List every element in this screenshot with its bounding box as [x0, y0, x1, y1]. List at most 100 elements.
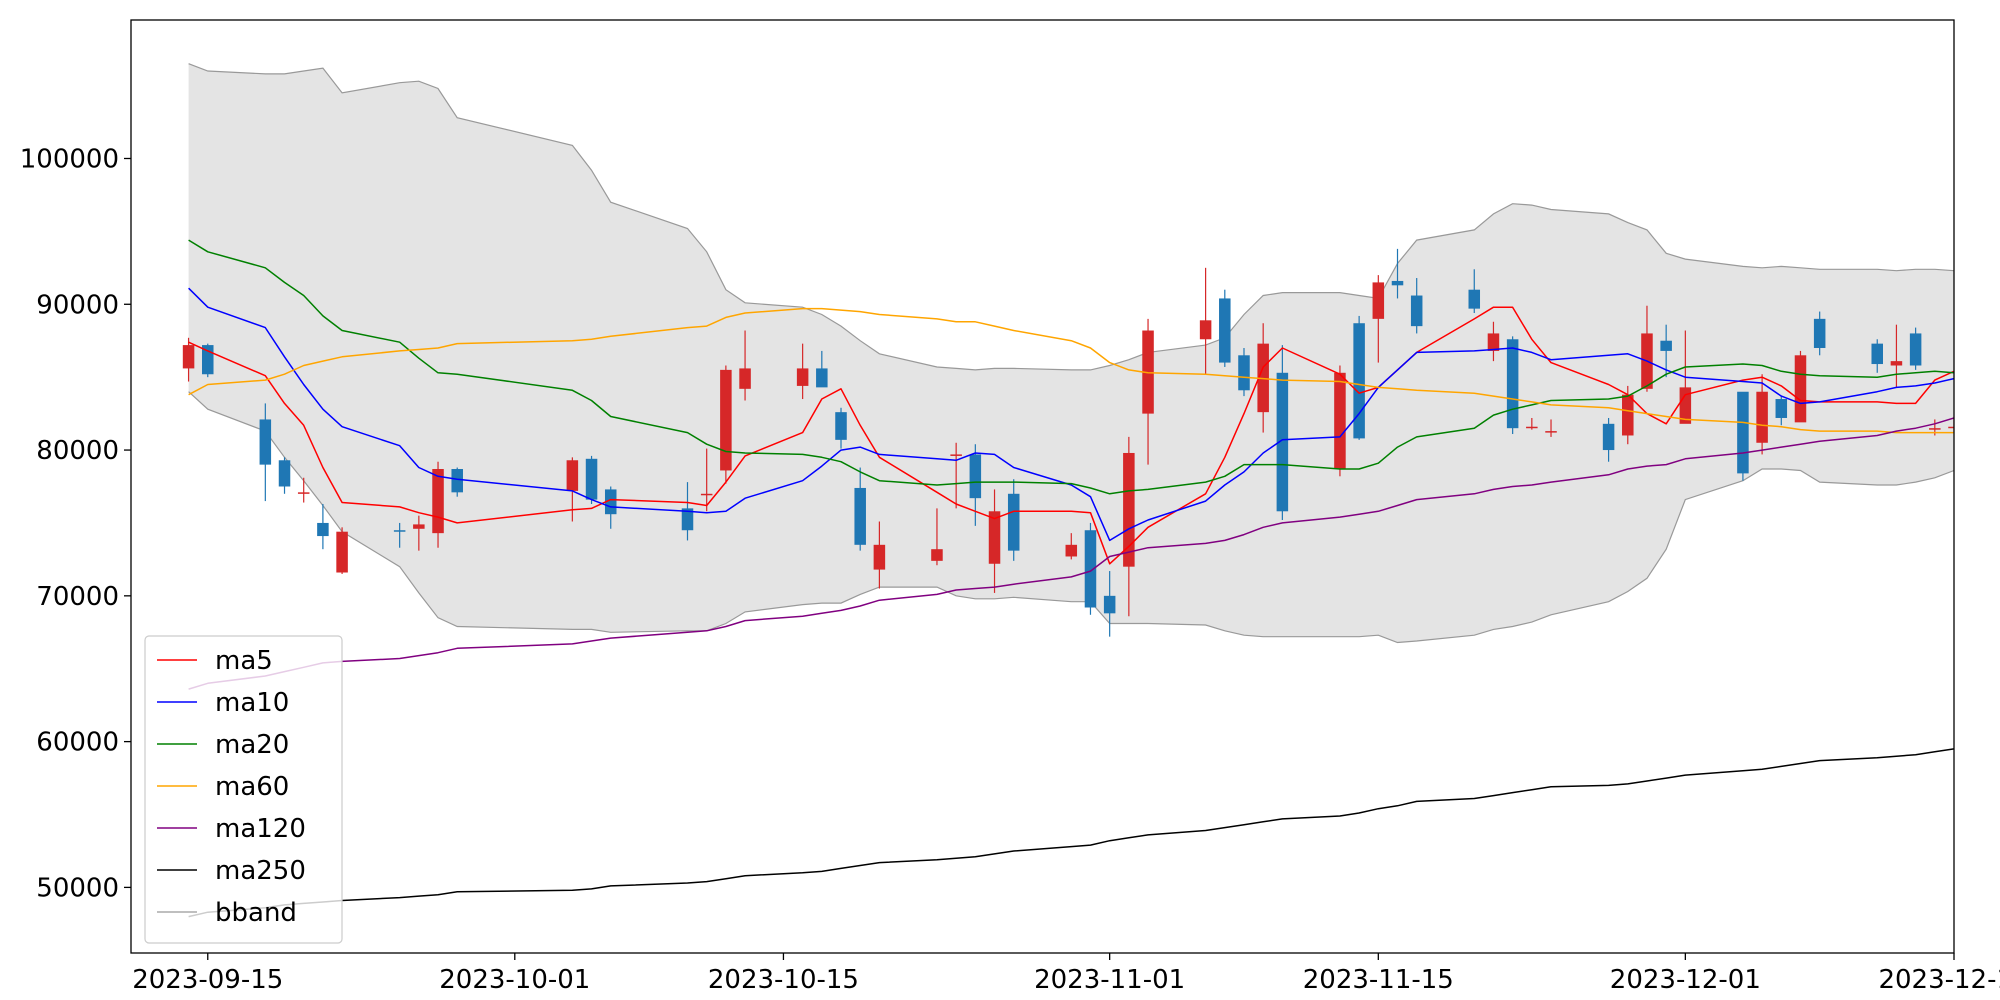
candle [317, 503, 329, 550]
candle-body [202, 345, 214, 375]
candle-body [1468, 289, 1481, 309]
legend-box [144, 635, 343, 944]
candle [1775, 396, 1788, 426]
candle-body [739, 368, 751, 389]
candle-body [1199, 320, 1212, 340]
candle-body [1103, 595, 1116, 614]
bband-fill [188, 63, 1954, 643]
legend-item-bband: bband [157, 898, 297, 928]
candle-body [1219, 298, 1231, 363]
candle-body [1391, 280, 1404, 286]
candle-body [1909, 333, 1922, 366]
candle [1372, 275, 1385, 363]
candle [1794, 350, 1807, 423]
candle [1660, 324, 1672, 378]
legend-label-ma5: ma5 [215, 646, 273, 676]
candle [1756, 374, 1768, 455]
candle [1276, 345, 1289, 521]
candle [835, 407, 847, 449]
x-tick-label: 2023-11-01 [1034, 965, 1185, 995]
candle [1679, 330, 1692, 424]
candle-body [1794, 355, 1807, 423]
candle [1007, 479, 1020, 561]
x-tick-label: 2023-12-01 [1610, 965, 1761, 995]
candle [1737, 391, 1749, 481]
candle-body [988, 511, 1001, 564]
candle-body [336, 531, 348, 573]
legend-item-ma250: ma250 [157, 856, 306, 886]
candle-body [720, 369, 732, 471]
legend-label-ma10: ma10 [215, 688, 289, 718]
candle-body [1929, 428, 1941, 430]
candle-body [1007, 493, 1020, 551]
candle [393, 522, 406, 548]
legend-item-ma60: ma60 [157, 772, 289, 802]
candle-body [182, 345, 195, 369]
candle-body [1123, 452, 1135, 567]
candle [1909, 327, 1922, 370]
candle-body [1084, 530, 1097, 608]
plot-frame [130, 19, 1955, 954]
candle [969, 444, 982, 526]
ma60-line [188, 307, 1954, 434]
legend-item-ma120: ma120 [157, 814, 306, 844]
candle [720, 365, 732, 484]
candle-body [931, 549, 943, 561]
candle-body [604, 489, 617, 515]
candle [1123, 436, 1135, 617]
candle [1219, 289, 1231, 367]
candle [950, 442, 962, 509]
candle-body [1410, 295, 1423, 327]
candle-body [1065, 544, 1078, 557]
y-tick-label: 70000 [36, 582, 119, 612]
x-tick-label: 2023-10-01 [439, 965, 590, 995]
legend-label-ma120: ma120 [215, 814, 306, 844]
ma250-line [188, 748, 1954, 918]
bband-upper-line [188, 63, 1954, 371]
candle-body [1948, 426, 1954, 429]
x-axis: 2023-09-15 2023-10-01 2023-10-15 2023-11-01… [132, 953, 2000, 995]
candle-body [873, 544, 886, 570]
candle [182, 337, 195, 382]
candle-body [1602, 423, 1615, 451]
candle-body [432, 469, 444, 534]
candle-body [259, 419, 272, 465]
candle [1526, 417, 1538, 430]
y-tick-label: 50000 [36, 873, 119, 903]
candle [1103, 571, 1116, 637]
candle-body [700, 493, 713, 496]
legend-label-bband: bband [215, 898, 297, 928]
candle-body [969, 454, 982, 499]
candle [931, 508, 943, 566]
candle-body [1276, 372, 1289, 512]
candle-body [451, 469, 463, 493]
candle-body [796, 368, 809, 386]
legend-label-ma60: ma60 [215, 772, 289, 802]
candle-body [816, 368, 828, 388]
candle-body [1890, 361, 1903, 366]
y-tick-label: 90000 [36, 290, 119, 320]
candle [1948, 416, 1954, 433]
candle [1391, 248, 1404, 299]
y-tick-label: 60000 [36, 728, 119, 758]
ma120-line [188, 417, 1954, 690]
legend-label-ma20: ma20 [215, 730, 289, 760]
ma10-line [188, 287, 1954, 542]
candle [585, 455, 598, 504]
candle-body [393, 530, 406, 532]
legend: ma5 ma10 ma20 ma60 ma120 ma250 bband [144, 635, 343, 944]
candle [202, 343, 214, 378]
bollinger-band [188, 63, 1954, 644]
candle [413, 515, 425, 551]
candle-body [297, 492, 310, 494]
candle-body [566, 460, 579, 491]
candle [1065, 533, 1078, 560]
candle-body [950, 454, 962, 456]
candle [854, 467, 866, 551]
candle-body [1660, 340, 1672, 351]
candle-body [1526, 426, 1538, 429]
candle [1084, 522, 1097, 615]
candle [796, 343, 809, 400]
candle-body [854, 487, 866, 545]
candle-body [1756, 391, 1768, 443]
